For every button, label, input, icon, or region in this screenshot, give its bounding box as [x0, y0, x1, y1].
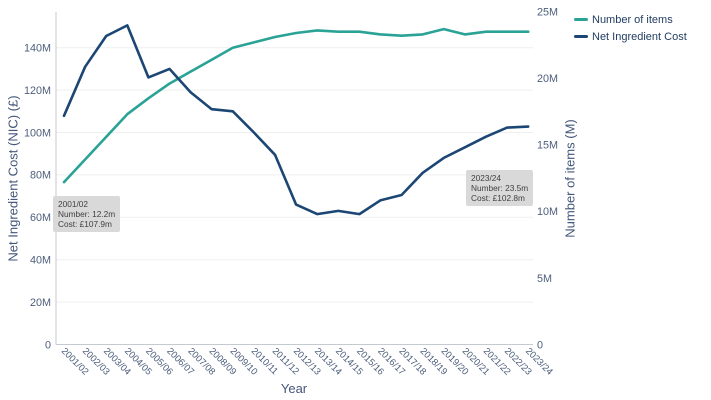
series-line-net-ingredient-cost: [62, 24, 530, 216]
svg-text:5M: 5M: [537, 273, 552, 285]
svg-text:15M: 15M: [537, 140, 558, 152]
annotation-cost: Cost: £102.8m: [471, 193, 525, 203]
svg-text:25M: 25M: [537, 7, 558, 19]
annotation-year: 2023/24: [471, 173, 501, 183]
annotation-2023-24: 2023/24 Number: 23.5m Cost: £102.8m: [466, 170, 534, 206]
x-axis-tick-labels: 2001/022002/032003/042004/052005/062006/…: [60, 345, 556, 377]
legend-swatch-teal-icon: [574, 18, 588, 21]
axis-lines: [55, 12, 533, 345]
annotation-cost: Cost: £107.9m: [58, 219, 112, 229]
annotation-number: Number: 12.2m: [58, 209, 116, 219]
annotation-number: Number: 23.5m: [471, 183, 529, 193]
legend-label-net-ingredient-cost: Net Ingredient Cost: [592, 30, 687, 43]
svg-text:80M: 80M: [30, 170, 51, 182]
x-axis-title: Year: [280, 381, 308, 396]
legend: Number of items Net Ingredient Cost: [574, 11, 687, 45]
svg-text:60M: 60M: [30, 212, 51, 224]
svg-text:100M: 100M: [24, 127, 51, 139]
series-line-number-of-items: [62, 27, 530, 184]
svg-text:140M: 140M: [24, 43, 51, 55]
svg-text:10M: 10M: [537, 206, 558, 218]
svg-text:40M: 40M: [30, 255, 51, 267]
svg-text:20M: 20M: [537, 73, 558, 85]
legend-item-number-of-items[interactable]: Number of items: [574, 11, 687, 28]
svg-text:120M: 120M: [24, 85, 51, 97]
legend-swatch-navy-icon: [574, 35, 588, 38]
legend-item-net-ingredient-cost[interactable]: Net Ingredient Cost: [574, 28, 687, 45]
gridlines: [56, 47, 533, 303]
right-axis-tick-labels: 0 5M 10M 15M 20M 25M: [537, 7, 558, 352]
svg-text:20M: 20M: [30, 297, 51, 309]
svg-text:0: 0: [537, 339, 543, 351]
svg-text:0: 0: [45, 339, 51, 351]
left-axis-title: Net Ingredient Cost (NIC) (£): [5, 95, 21, 262]
right-axis-title: Number of items (M): [562, 119, 578, 238]
legend-label-number-of-items: Number of items: [592, 13, 673, 26]
left-axis-tick-labels: 0 20M 40M 60M 80M 100M 120M 140M: [24, 43, 51, 352]
annotation-2001-02: 2001/02 Number: 12.2m Cost: £107.9m: [53, 196, 121, 232]
annotation-year: 2001/02: [58, 199, 88, 209]
